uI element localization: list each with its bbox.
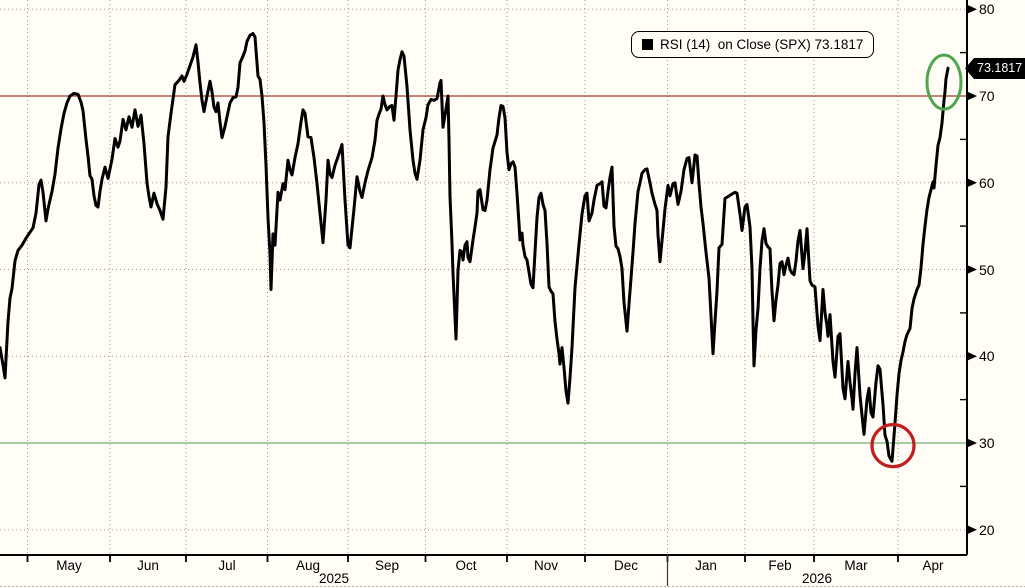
legend: RSI (14) on Close (SPX) 73.1817: [631, 31, 875, 58]
current-spike-highlight-annotation: [925, 53, 963, 111]
y-tick-arrow: [967, 4, 977, 14]
rsi-line: [0, 32, 950, 463]
y-tick-arrow: [967, 178, 977, 188]
oversold-low-highlight-annotation: [870, 423, 916, 469]
last-value-badge: 73.1817: [965, 58, 1025, 79]
y-tick-arrow: [967, 438, 977, 448]
y-tick-arrow: [967, 525, 977, 535]
y-tick-arrow: [967, 265, 977, 274]
y-tick-arrow: [967, 91, 977, 101]
legend-label: RSI (14) on Close (SPX) 73.1817: [660, 37, 864, 52]
y-tick-arrow: [967, 351, 977, 361]
series-swatch-icon: [642, 39, 653, 50]
